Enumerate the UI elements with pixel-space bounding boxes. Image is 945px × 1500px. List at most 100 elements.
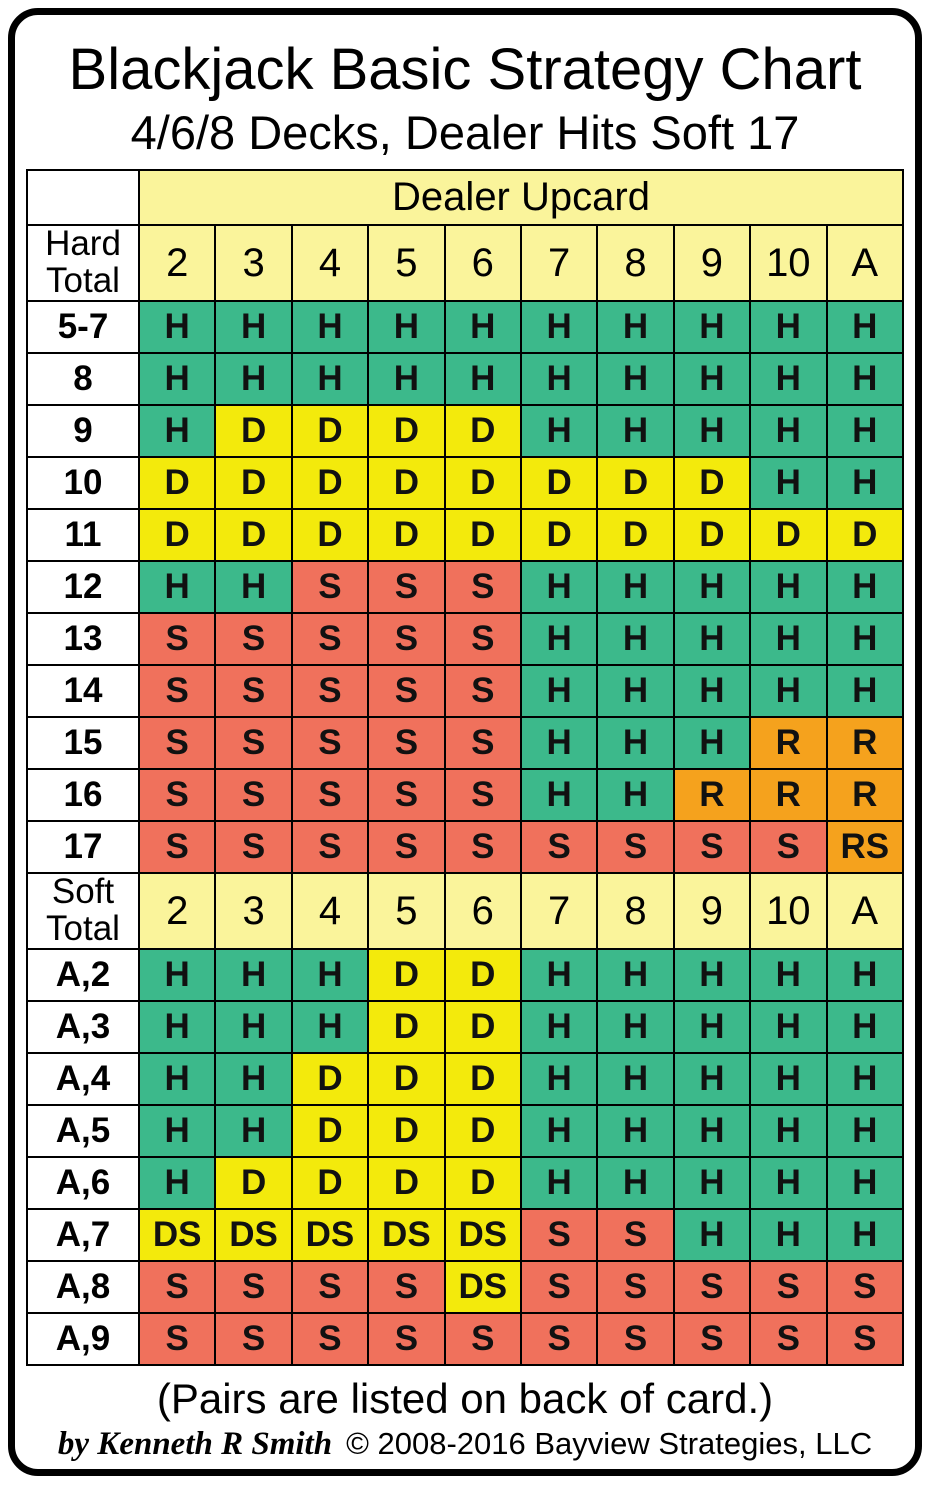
page-subtitle: 4/6/8 Decks, Dealer Hits Soft 17 xyxy=(130,106,800,159)
cell-soft-A,6-vs-4: D xyxy=(290,1156,370,1210)
cell-soft-A,4-vs-9: H xyxy=(672,1052,752,1106)
cell-soft-A,2-vs-3: H xyxy=(214,948,293,1002)
row-label-A,2: A,2 xyxy=(26,948,140,1002)
cell-soft-A,2-vs-6: D xyxy=(443,948,522,1002)
col-header-4: 4 xyxy=(290,224,370,302)
cell-soft-A,5-vs-A: H xyxy=(825,1104,905,1158)
row-label-5-7: 5-7 xyxy=(26,300,140,354)
cell-hard-14-vs-7: H xyxy=(519,664,599,718)
cell-soft-A,6-vs-3: D xyxy=(214,1156,293,1210)
cell-hard-14-vs-8: H xyxy=(596,664,675,718)
row-label-A,6: A,6 xyxy=(26,1156,140,1210)
cell-hard-15-vs-5: S xyxy=(367,716,446,770)
cell-hard-15-vs-8: H xyxy=(596,716,675,770)
cell-hard-13-vs-6: S xyxy=(443,612,522,666)
cell-hard-11-vs-3: D xyxy=(214,508,293,562)
cell-soft-A,9-vs-3: S xyxy=(214,1312,293,1366)
cell-hard-17-vs-5: S xyxy=(367,820,446,874)
cell-soft-A,7-vs-2: DS xyxy=(137,1208,217,1262)
cell-soft-A,9-vs-10: S xyxy=(749,1312,828,1366)
cell-soft-A,7-vs-9: H xyxy=(672,1208,752,1262)
cell-hard-5-7-vs-10: H xyxy=(749,300,828,354)
cell-hard-11-vs-10: D xyxy=(749,508,828,562)
cell-hard-17-vs-7: S xyxy=(519,820,599,874)
cell-hard-15-vs-10: R xyxy=(749,716,828,770)
cell-soft-A,8-vs-10: S xyxy=(749,1260,828,1314)
cell-hard-15-vs-6: S xyxy=(443,716,522,770)
cell-hard-8-vs-9: H xyxy=(672,352,752,406)
row-label-14: 14 xyxy=(26,664,140,718)
cell-soft-A,3-vs-2: H xyxy=(137,1000,217,1054)
cell-soft-A,6-vs-6: D xyxy=(443,1156,522,1210)
cell-soft-A,6-vs-7: H xyxy=(519,1156,599,1210)
cell-hard-17-vs-4: S xyxy=(290,820,370,874)
cell-hard-10-vs-6: D xyxy=(443,456,522,510)
cell-soft-A,8-vs-6: DS xyxy=(443,1260,522,1314)
cell-hard-9-vs-7: H xyxy=(519,404,599,458)
cell-hard-8-vs-A: H xyxy=(825,352,905,406)
cell-soft-A,3-vs-A: H xyxy=(825,1000,905,1054)
cell-soft-A,9-vs-2: S xyxy=(137,1312,217,1366)
cell-soft-A,5-vs-10: H xyxy=(749,1104,828,1158)
cell-hard-12-vs-3: H xyxy=(214,560,293,614)
cell-soft-A,7-vs-8: S xyxy=(596,1208,675,1262)
cell-hard-12-vs-8: H xyxy=(596,560,675,614)
cell-soft-A,4-vs-10: H xyxy=(749,1052,828,1106)
cell-hard-8-vs-7: H xyxy=(519,352,599,406)
cell-hard-14-vs-4: S xyxy=(290,664,370,718)
cell-hard-16-vs-4: S xyxy=(290,768,370,822)
col-header-4: 4 xyxy=(290,872,370,950)
cell-hard-13-vs-A: H xyxy=(825,612,905,666)
col-header-8: 8 xyxy=(596,872,675,950)
cell-soft-A,7-vs-5: DS xyxy=(367,1208,446,1262)
cell-soft-A,4-vs-3: H xyxy=(214,1052,293,1106)
row-label-A,9: A,9 xyxy=(26,1312,140,1366)
cell-hard-16-vs-3: S xyxy=(214,768,293,822)
cell-hard-15-vs-3: S xyxy=(214,716,293,770)
cell-hard-10-vs-8: D xyxy=(596,456,675,510)
pairs-note: (Pairs are listed on back of card.) xyxy=(156,1375,774,1422)
cell-hard-14-vs-6: S xyxy=(443,664,522,718)
cell-hard-17-vs-A: RS xyxy=(825,820,905,874)
col-header-5: 5 xyxy=(367,872,446,950)
cell-hard-5-7-vs-9: H xyxy=(672,300,752,354)
cell-soft-A,7-vs-7: S xyxy=(519,1208,599,1262)
cell-soft-A,7-vs-4: DS xyxy=(290,1208,370,1262)
cell-hard-8-vs-2: H xyxy=(137,352,217,406)
cell-hard-16-vs-5: S xyxy=(367,768,446,822)
cell-hard-5-7-vs-4: H xyxy=(290,300,370,354)
soft-total-header: Soft Total xyxy=(26,872,140,950)
col-header-3: 3 xyxy=(214,224,293,302)
cell-soft-A,2-vs-9: H xyxy=(672,948,752,1002)
cell-soft-A,7-vs-A: H xyxy=(825,1208,905,1262)
cell-hard-16-vs-2: S xyxy=(137,768,217,822)
cell-hard-15-vs-2: S xyxy=(137,716,217,770)
cell-soft-A,6-vs-9: H xyxy=(672,1156,752,1210)
row-label-10: 10 xyxy=(26,456,140,510)
cell-hard-10-vs-10: H xyxy=(749,456,828,510)
cell-hard-16-vs-A: R xyxy=(825,768,905,822)
cell-hard-17-vs-10: S xyxy=(749,820,828,874)
cell-soft-A,5-vs-6: D xyxy=(443,1104,522,1158)
cell-soft-A,3-vs-5: D xyxy=(367,1000,446,1054)
cell-hard-11-vs-A: D xyxy=(825,508,905,562)
cell-soft-A,8-vs-9: S xyxy=(672,1260,752,1314)
cell-hard-9-vs-4: D xyxy=(290,404,370,458)
cell-soft-A,3-vs-6: D xyxy=(443,1000,522,1054)
cell-soft-A,9-vs-8: S xyxy=(596,1312,675,1366)
cell-hard-8-vs-4: H xyxy=(290,352,370,406)
cell-soft-A,4-vs-A: H xyxy=(825,1052,905,1106)
corner-cell xyxy=(26,169,140,226)
cell-hard-11-vs-5: D xyxy=(367,508,446,562)
cell-hard-14-vs-9: H xyxy=(672,664,752,718)
cell-soft-A,2-vs-7: H xyxy=(519,948,599,1002)
copyright-text: © 2008-2016 Bayview Strategies, LLC xyxy=(346,1426,873,1461)
cell-soft-A,8-vs-3: S xyxy=(214,1260,293,1314)
cell-hard-5-7-vs-A: H xyxy=(825,300,905,354)
col-header-10: 10 xyxy=(749,872,828,950)
cell-soft-A,6-vs-A: H xyxy=(825,1156,905,1210)
cell-soft-A,9-vs-7: S xyxy=(519,1312,599,1366)
col-header-6: 6 xyxy=(443,224,522,302)
cell-soft-A,7-vs-3: DS xyxy=(214,1208,293,1262)
cell-hard-16-vs-6: S xyxy=(443,768,522,822)
